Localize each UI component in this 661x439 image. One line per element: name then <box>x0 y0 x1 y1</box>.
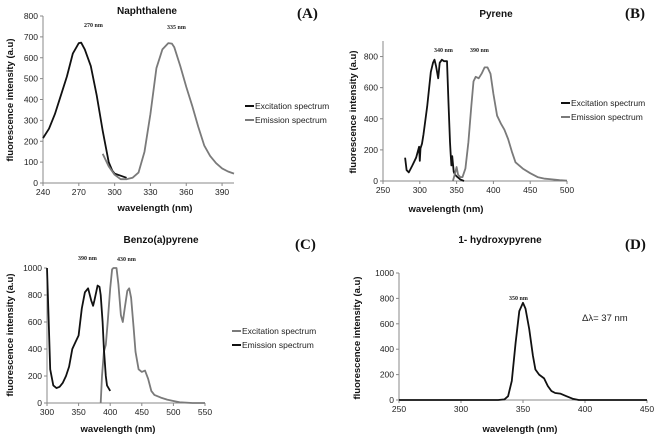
y-tick-label: 400 <box>24 95 38 105</box>
series-line-1-hydroxypyrene <box>399 301 647 401</box>
x-tick-label: 300 <box>413 185 427 195</box>
panel-a-naphthalene: Naphthalene (A) 270 nm 335 nm wavelength… <box>5 6 329 214</box>
legend-label: Emission spectrum <box>242 340 314 350</box>
series-line-emission-spectrum <box>101 42 235 181</box>
y-tick-label: 100 <box>24 157 38 167</box>
legend-label: Excitation spectrum <box>255 101 329 111</box>
y-tick-label: 200 <box>380 370 394 380</box>
y-tick-label: 400 <box>364 114 378 124</box>
x-tick-label: 250 <box>392 404 406 414</box>
y-tick-label: 0 <box>389 395 394 405</box>
legend-label: Excitation spectrum <box>242 326 316 336</box>
y-tick-label: 0 <box>33 178 38 188</box>
peak-annotation: 390 nm <box>470 48 489 54</box>
y-tick-label: 1000 <box>375 268 394 278</box>
series-line-excitation-spectrum <box>404 58 465 182</box>
peak-annotation: 390 nm <box>78 256 97 262</box>
y-tick-label: 500 <box>24 74 38 84</box>
series-line-emission-spectrum <box>46 267 111 392</box>
y-axis-label: fluorescence intensity (a.u) <box>348 50 359 173</box>
stokes-shift-annotation: Δλ= 37 nm <box>582 313 628 324</box>
chart-title: Naphthalene <box>117 6 177 17</box>
x-tick-label: 270 <box>72 187 86 197</box>
x-axis-label: wavelength (nm) <box>408 204 484 215</box>
y-tick-label: 800 <box>24 11 38 21</box>
x-tick-label: 350 <box>516 404 530 414</box>
y-tick-label: 700 <box>24 32 38 42</box>
legend-label: Emission spectrum <box>255 115 327 125</box>
y-tick-label: 600 <box>28 317 42 327</box>
x-tick-label: 550 <box>198 407 212 417</box>
chart-title: 1- hydroxypyrene <box>458 235 542 246</box>
panel-label: (C) <box>295 237 316 253</box>
y-tick-label: 0 <box>37 398 42 408</box>
y-tick-label: 400 <box>380 344 394 354</box>
x-tick-label: 300 <box>454 404 468 414</box>
x-tick-label: 350 <box>450 185 464 195</box>
y-tick-label: 600 <box>380 319 394 329</box>
y-tick-label: 0 <box>373 176 378 186</box>
peak-annotation: 430 nm <box>117 257 136 263</box>
chart-title: Pyrene <box>479 9 513 20</box>
y-axis-label: fluorescence intensity (a.u) <box>5 273 16 396</box>
series-line-excitation-spectrum <box>99 267 205 404</box>
y-tick-label: 800 <box>28 290 42 300</box>
y-tick-label: 300 <box>24 115 38 125</box>
x-tick-label: 330 <box>143 187 157 197</box>
panel-label: (A) <box>297 6 318 22</box>
x-tick-label: 500 <box>166 407 180 417</box>
x-tick-label: 250 <box>376 185 390 195</box>
x-tick-label: 500 <box>560 185 574 195</box>
x-tick-label: 300 <box>108 187 122 197</box>
panel-d-1-hydroxypyrene: 1- hydroxypyrene (D) 350 nm Δλ= 37 nm wa… <box>352 235 654 435</box>
x-tick-label: 450 <box>640 404 654 414</box>
y-tick-label: 1000 <box>23 263 42 273</box>
x-axis-label: wavelength (nm) <box>80 424 156 435</box>
y-axis-label: fluorescence intensity (a.u) <box>5 38 16 161</box>
chart-title: Benzo(a)pyrene <box>123 235 198 246</box>
peak-annotation: 335 nm <box>167 25 186 31</box>
peak-annotation: 270 nm <box>84 23 103 29</box>
x-tick-label: 450 <box>135 407 149 417</box>
x-axis-label: wavelength (nm) <box>482 424 558 435</box>
x-tick-label: 450 <box>523 185 537 195</box>
x-tick-label: 400 <box>486 185 500 195</box>
y-axis-label: fluorescence intensity (a.u) <box>352 276 363 399</box>
y-tick-label: 200 <box>364 145 378 155</box>
x-tick-label: 400 <box>578 404 592 414</box>
panel-b-pyrene: Pyrene (B) 340 nm 390 nm wavelength (nm)… <box>348 6 645 215</box>
y-tick-label: 400 <box>28 344 42 354</box>
y-tick-label: 600 <box>364 83 378 93</box>
peak-annotation: 350 nm <box>509 296 528 302</box>
y-tick-label: 800 <box>380 293 394 303</box>
series-line-emission-spectrum <box>452 66 568 182</box>
legend-label: Excitation spectrum <box>571 98 645 108</box>
x-tick-label: 400 <box>103 407 117 417</box>
y-tick-label: 200 <box>24 136 38 146</box>
x-tick-label: 300 <box>40 407 54 417</box>
y-tick-label: 200 <box>28 371 42 381</box>
legend-label: Emission spectrum <box>571 112 643 122</box>
panel-label: (B) <box>625 6 645 22</box>
x-tick-label: 240 <box>36 187 50 197</box>
x-axis-label: wavelength (nm) <box>117 203 193 214</box>
series-line-excitation-spectrum <box>42 41 127 179</box>
x-tick-label: 350 <box>72 407 86 417</box>
panel-c-benzo-a-pyrene: Benzo(a)pyrene (C) 390 nm 430 nm wavelen… <box>5 235 316 435</box>
x-tick-label: 390 <box>215 187 229 197</box>
y-tick-label: 800 <box>364 52 378 62</box>
panel-label: (D) <box>625 237 646 253</box>
x-tick-label: 360 <box>179 187 193 197</box>
y-tick-label: 600 <box>24 53 38 63</box>
peak-annotation: 340 nm <box>434 48 453 54</box>
